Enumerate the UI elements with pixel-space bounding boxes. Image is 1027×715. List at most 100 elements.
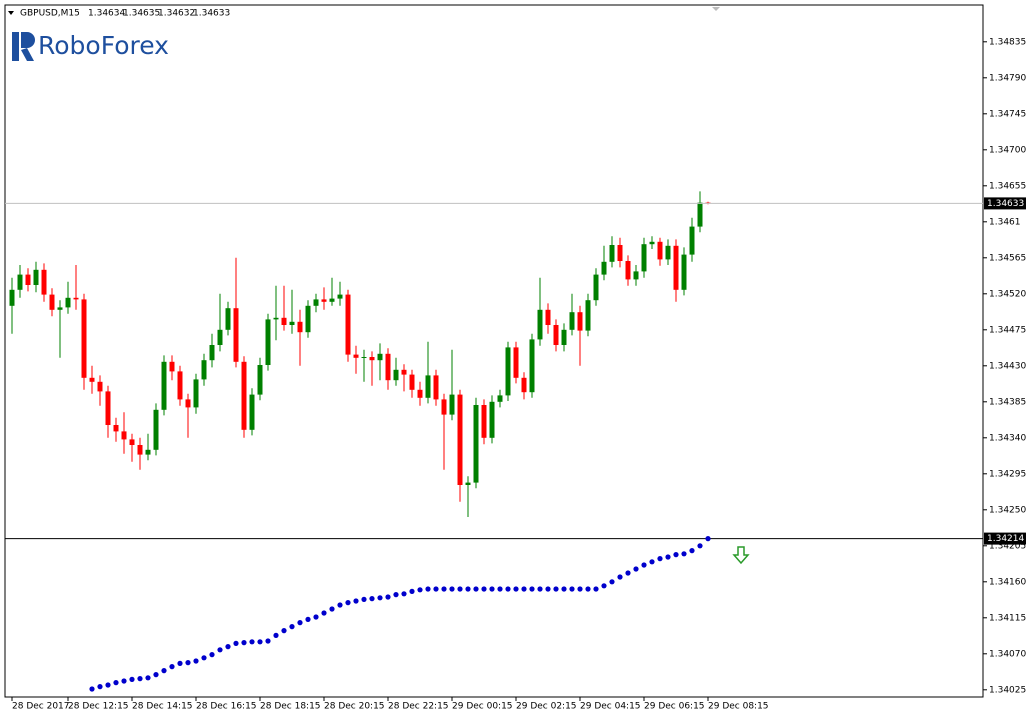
indicator-dot: [513, 586, 519, 592]
x-tick-label: 29 Dec 02:15: [516, 702, 577, 712]
y-tick-label: 1.34790: [989, 73, 1026, 83]
indicator-dot: [185, 660, 191, 666]
candle-body: [505, 347, 511, 396]
indicator-dot: [89, 686, 95, 692]
candle-body: [393, 369, 399, 381]
y-tick-label: 1.3461: [989, 217, 1021, 227]
candle-body: [105, 391, 111, 425]
candle-body: [225, 308, 231, 330]
candle-body: [577, 312, 583, 331]
indicator-dot: [609, 579, 615, 585]
candle-body: [473, 405, 479, 483]
header-open: 1.34634: [88, 9, 125, 19]
indicator-dot: [369, 596, 375, 602]
indicator-dot: [129, 676, 135, 683]
candle-body: [377, 353, 383, 361]
y-tick-label: 1.34655: [989, 181, 1026, 191]
candle-body: [481, 405, 487, 438]
y-tick-label: 1.34520: [989, 289, 1026, 299]
indicator-dot: [625, 570, 631, 576]
y-tick-label: 1.34070: [989, 649, 1026, 659]
candle-body: [337, 294, 343, 299]
candle-body: [425, 375, 431, 398]
indicator-dot: [425, 586, 431, 592]
x-tick-label: 28 Dec 18:15: [260, 702, 321, 712]
candle-body: [121, 431, 127, 440]
candle-body: [449, 394, 455, 415]
symbol: GBPUSD,M15: [20, 9, 80, 19]
indicator-dot: [193, 658, 199, 664]
candle-body: [17, 274, 23, 290]
indicator-dot: [473, 586, 479, 592]
level-label: 1.34214: [987, 534, 1024, 544]
x-tick-label: 28 Dec 12:15: [68, 702, 129, 712]
watermark: RoboForex: [38, 31, 169, 60]
candle-body: [313, 299, 319, 306]
candle-body: [497, 395, 503, 402]
candle-body: [297, 321, 303, 333]
candle-body: [81, 299, 87, 378]
candle-body: [273, 317, 279, 320]
candle-body: [513, 347, 519, 378]
candle-body: [89, 377, 95, 382]
candle-body: [673, 245, 679, 290]
candle-body: [145, 449, 151, 455]
indicator-dot: [329, 606, 335, 612]
indicator-dot: [297, 620, 303, 626]
candle-body: [345, 294, 351, 355]
candle-body: [593, 274, 599, 301]
candle-body: [97, 381, 103, 392]
indicator-dot: [393, 592, 399, 598]
indicator-dot: [585, 586, 591, 592]
candle-body: [257, 365, 263, 395]
candle-body: [209, 345, 215, 361]
x-tick-label: 29 Dec 06:15: [644, 702, 705, 712]
indicator-dot: [673, 552, 679, 558]
candle-body: [9, 289, 15, 306]
header-low: 1.34632: [158, 9, 195, 19]
x-tick-label: 28 Dec 2017: [12, 702, 70, 712]
indicator-dot: [569, 586, 575, 592]
candle-body: [113, 425, 119, 432]
candle-body: [161, 361, 167, 410]
indicator-dot: [345, 600, 351, 606]
y-tick-label: 1.34295: [989, 469, 1026, 479]
y-tick-label: 1.34025: [989, 685, 1026, 695]
x-tick-label: 28 Dec 22:15: [388, 702, 449, 712]
candle-body: [73, 297, 79, 300]
indicator-dot: [561, 586, 567, 592]
x-tick-label: 29 Dec 04:15: [580, 702, 641, 712]
indicator-dot: [457, 586, 463, 592]
y-tick-label: 1.34475: [989, 325, 1026, 335]
y-tick-label: 1.34700: [989, 145, 1026, 155]
candle-body: [609, 245, 615, 262]
candle-body: [49, 294, 55, 310]
y-tick-label: 1.34565: [989, 253, 1026, 263]
bid-label: 1.34633: [987, 199, 1024, 209]
candle-body: [545, 309, 551, 325]
candle-body: [201, 360, 207, 380]
header-close: 1.34633: [193, 9, 230, 19]
indicator-dot: [417, 587, 423, 593]
candle-body: [601, 261, 607, 275]
indicator-dot: [289, 624, 295, 630]
y-tick-label: 1.34250: [989, 505, 1026, 515]
indicator-dot: [265, 638, 271, 644]
indicator-dot: [489, 586, 495, 592]
logo-icon: [12, 32, 35, 61]
candle-body: [25, 274, 31, 285]
candle-body: [193, 379, 199, 408]
y-tick-label: 1.34385: [989, 397, 1026, 407]
indicator-dot: [601, 583, 607, 589]
candle-body: [625, 261, 631, 280]
candle-body: [57, 307, 63, 310]
candle-body: [409, 374, 415, 390]
indicator-dot: [641, 562, 647, 568]
down-arrow: [732, 546, 750, 565]
indicator-dot: [545, 586, 551, 592]
y-tick-label: 1.34160: [989, 577, 1026, 587]
indicator-dot: [361, 596, 367, 603]
shift-marker: [712, 7, 720, 11]
